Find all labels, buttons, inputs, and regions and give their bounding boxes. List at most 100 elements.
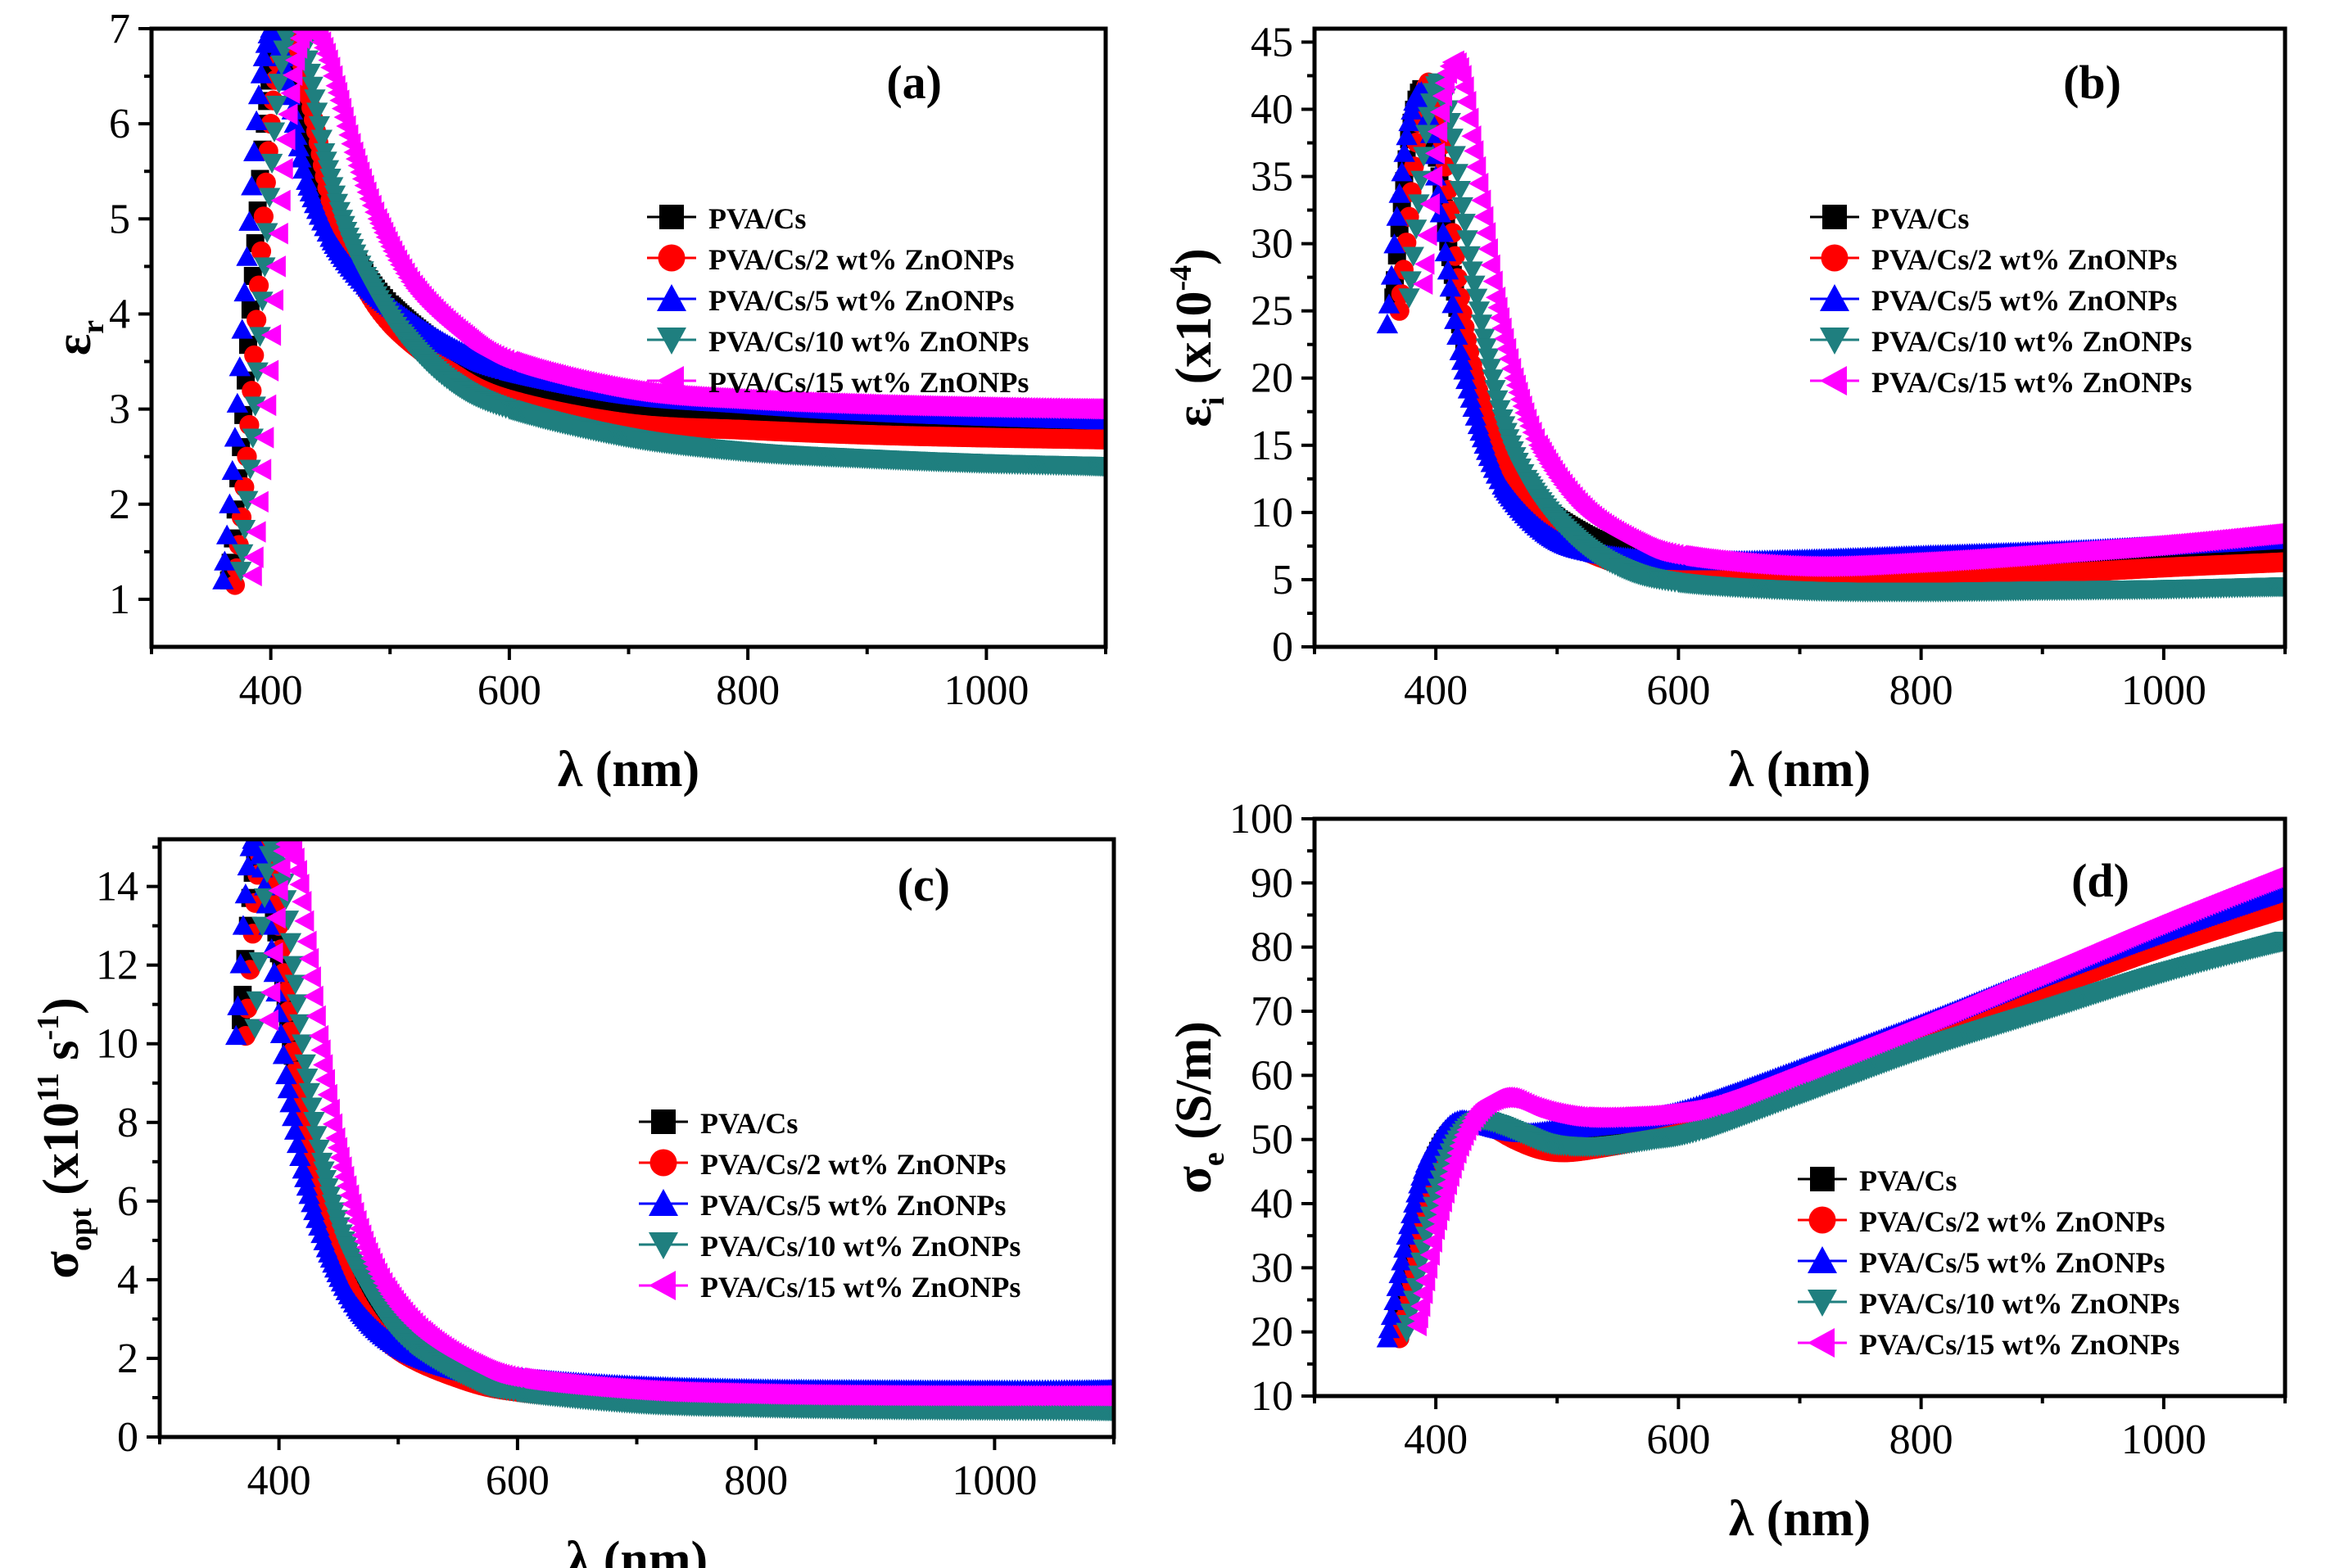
y-tick-label: 40	[1251, 86, 1293, 133]
legend-label: PVA/Cs/15 wt% ZnONPs	[708, 366, 1029, 399]
data-point	[237, 855, 259, 876]
data-point	[1398, 288, 1420, 309]
data-point	[1454, 76, 1474, 98]
data-point	[221, 459, 243, 481]
legend-label: PVA/Cs/15 wt% ZnONPs	[1871, 366, 2192, 399]
data-point	[1449, 340, 1471, 360]
data-point	[1457, 378, 1480, 399]
data-point	[253, 206, 274, 227]
data-point	[242, 428, 264, 449]
y-tick-label: 1	[109, 576, 130, 623]
data-point	[1475, 338, 1497, 359]
data-point	[1454, 214, 1476, 234]
data-point	[242, 564, 262, 587]
data-point	[263, 962, 285, 983]
data-point	[280, 82, 301, 104]
legend-label: PVA/Cs/10 wt% ZnONPs	[1871, 325, 2192, 358]
y-tick-label: 4	[109, 291, 130, 337]
data-point	[252, 46, 275, 66]
data-point	[1466, 156, 1487, 178]
data-point	[282, 1106, 304, 1127]
data-point	[243, 141, 265, 161]
data-point	[1432, 84, 1453, 107]
data-point	[238, 210, 260, 231]
data-point	[260, 153, 283, 174]
data-point	[268, 74, 291, 94]
x-tick-label: 600	[477, 667, 541, 714]
data-point	[233, 519, 256, 540]
data-point	[226, 392, 249, 413]
data-point	[301, 76, 324, 97]
data-point	[234, 883, 257, 904]
data-point	[287, 994, 309, 1014]
data-point	[251, 241, 272, 261]
data-point	[1386, 206, 1408, 226]
data-point	[1432, 222, 1455, 242]
data-point	[1464, 140, 1484, 162]
data-point	[1468, 301, 1491, 322]
y-tick-label: 6	[109, 101, 130, 147]
data-point	[1427, 120, 1448, 142]
data-point	[263, 289, 283, 311]
legend-marker	[658, 244, 686, 272]
data-point	[244, 345, 265, 366]
data-point	[304, 89, 326, 110]
data-point	[282, 956, 305, 976]
data-point	[242, 381, 262, 401]
data-point	[1094, 457, 1106, 477]
data-point	[292, 158, 315, 179]
data-point	[258, 188, 281, 208]
data-point	[1419, 192, 1440, 215]
data-point	[247, 310, 267, 330]
data-point	[251, 459, 272, 481]
data-point	[1095, 429, 1106, 450]
data-point	[229, 953, 251, 974]
data-point	[1388, 183, 1410, 203]
data-point	[248, 490, 269, 513]
data-point	[1470, 314, 1493, 335]
panel-label: (b)	[2063, 56, 2121, 109]
series-pva-cs-15-wt-znonps	[1413, 50, 2285, 578]
data-point	[1482, 369, 1504, 390]
data-point	[227, 995, 249, 1015]
data-point	[245, 110, 268, 130]
data-point	[268, 223, 288, 245]
data-point	[248, 952, 271, 973]
data-point	[256, 394, 277, 417]
y-tick-label: 15	[1251, 423, 1293, 469]
data-point	[1446, 164, 1468, 184]
data-point	[233, 281, 256, 302]
data-point	[1434, 241, 1457, 262]
data-point	[1398, 111, 1420, 132]
data-point	[1456, 230, 1478, 251]
data-point	[1429, 202, 1452, 223]
data-point	[1444, 309, 1466, 329]
legend-marker	[1822, 205, 1847, 229]
data-point	[244, 1019, 266, 1039]
data-point	[251, 916, 274, 937]
data-point	[246, 991, 268, 1011]
data-point	[1383, 233, 1405, 254]
series-pva-cs-10-wt-znonps	[1398, 73, 2285, 603]
x-tick-label: 800	[1889, 667, 1953, 714]
data-point	[289, 1014, 311, 1035]
data-point	[303, 1112, 325, 1132]
legend-marker	[1820, 366, 1847, 395]
panel-label: (a)	[886, 56, 942, 109]
data-point	[289, 1145, 311, 1167]
plot-area	[1376, 50, 2285, 603]
data-point	[231, 544, 254, 564]
data-point	[241, 175, 263, 196]
data-point	[232, 915, 255, 935]
data-point	[273, 157, 293, 180]
data-point	[296, 1069, 319, 1089]
data-point	[1461, 125, 1482, 147]
data-point	[265, 95, 288, 116]
data-point	[275, 129, 296, 151]
data-point	[2274, 526, 2285, 539]
data-point	[260, 324, 282, 346]
x-tick-label: 800	[716, 667, 780, 714]
